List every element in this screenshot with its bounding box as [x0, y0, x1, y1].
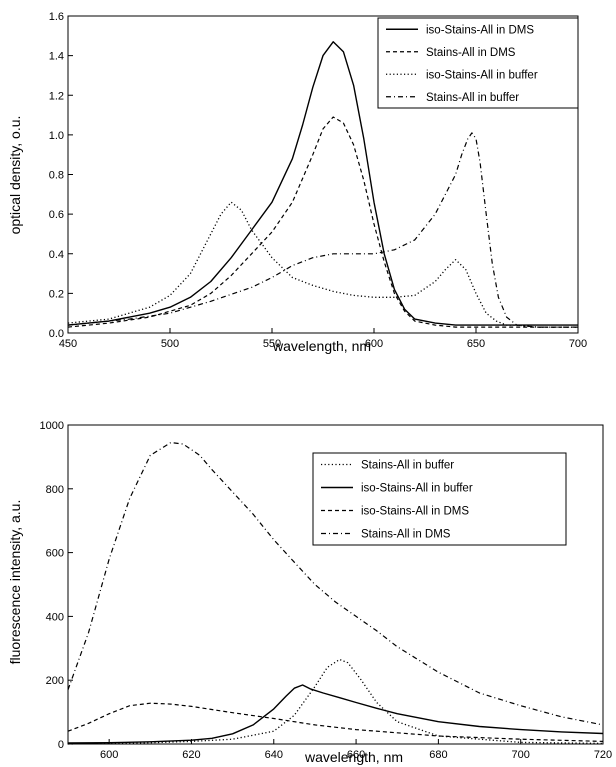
fluorescence-series-line-2 [67, 684, 604, 744]
absorbance-series-line-2 [67, 116, 578, 328]
absorbance-series-line-1 [67, 41, 578, 326]
fluorescence-series-line-3 [67, 702, 604, 742]
fluorescence-x-tick-label: 660 [347, 749, 365, 761]
fluorescence-legend-label: iso-Stains-All in buffer [361, 483, 473, 495]
absorbance-x-axis-label: wavelength, nm [272, 338, 371, 354]
absorbance-axes: 450 500 550 600 650 700 0.0 0.2 0.4 0.6 0.8 1.0 1.2 1… [49, 11, 587, 350]
absorbance-y-tick-label: 0.8 [49, 170, 64, 182]
absorbance-series-line-3 [67, 201, 578, 328]
absorbance-y-tick-label: 1.0 [49, 130, 64, 142]
fluorescence-x-tick-label: 640 [265, 749, 283, 761]
fluorescence-y-tick-label: 200 [46, 675, 64, 687]
fluorescence-x-tick-label: 700 [512, 749, 530, 761]
absorbance-legend-label: Stains-All in buffer [426, 92, 519, 104]
fluorescence-legend-label: Stains-All in DMS [361, 529, 451, 541]
fluorescence-y-tick-label: 800 [46, 484, 64, 496]
fluorescence-axes: 600 620 640 660 680 700 720 0 200 400 600 800 1000 [40, 420, 613, 761]
fluorescence-chart: 600 620 640 660 680 700 720 0 200 400 600 800 1000 w… [7, 420, 612, 765]
absorbance-y-tick-label: 0.0 [49, 328, 64, 340]
fluorescence-x-tick-label: 720 [594, 749, 612, 761]
absorbance-y-tick-label: 1.2 [49, 90, 64, 102]
absorbance-y-tick-label: 0.2 [49, 288, 64, 300]
absorbance-y-axis-label: optical density, o.u. [7, 116, 23, 235]
absorbance-x-tick-label: 650 [467, 338, 485, 350]
fluorescence-legend-box [312, 452, 567, 546]
absorbance-chart: 450 500 550 600 650 700 0.0 0.2 0.4 0.6 0.8 1.0 1.2 1… [7, 11, 587, 354]
fluorescence-x-tick-label: 680 [429, 749, 447, 761]
fluorescence-x-axis-label: wavelength, nm [304, 749, 403, 765]
absorbance-legend: iso-Stains-All in DMS Stains-All in DMS is… [377, 17, 579, 109]
fluorescence-x-tick-label: 620 [182, 749, 200, 761]
absorbance-legend-label: iso-Stains-All in buffer [426, 69, 538, 81]
absorbance-x-tick-label: 450 [59, 338, 77, 350]
absorbance-legend-label: Stains-All in DMS [426, 47, 516, 59]
absorbance-y-tick-label: 1.6 [49, 11, 64, 23]
fluorescence-y-tick-label: 600 [46, 548, 64, 560]
absorbance-x-tick-label: 500 [161, 338, 179, 350]
fluorescence-y-tick-label: 400 [46, 611, 64, 623]
absorbance-y-tick-label: 0.6 [49, 209, 64, 221]
absorbance-y-tick-label: 0.4 [49, 249, 64, 261]
fluorescence-legend-label: iso-Stains-All in DMS [361, 506, 469, 518]
fluorescence-y-tick-label: 1000 [40, 420, 64, 432]
fluorescence-y-axis-label: fluorescence intensity, a.u. [7, 500, 23, 665]
fluorescence-x-tick-label: 600 [100, 749, 118, 761]
fluorescence-plot-area [67, 441, 604, 745]
absorbance-x-tick-label: 600 [365, 338, 383, 350]
fluorescence-y-tick-label: 0 [58, 739, 64, 751]
fluorescence-legend-label: Stains-All in buffer [361, 460, 454, 472]
absorbance-legend-box [377, 17, 579, 109]
absorbance-x-tick-label: 550 [263, 338, 281, 350]
fluorescence-plot-frame [67, 424, 604, 745]
absorbance-legend-label: iso-Stains-All in DMS [426, 24, 534, 36]
absorbance-plot-area [67, 41, 578, 328]
absorbance-y-tick-label: 1.4 [49, 51, 64, 63]
fluorescence-legend: Stains-All in buffer iso-Stains-All in bu… [312, 452, 567, 546]
absorbance-x-tick-label: 700 [569, 338, 587, 350]
